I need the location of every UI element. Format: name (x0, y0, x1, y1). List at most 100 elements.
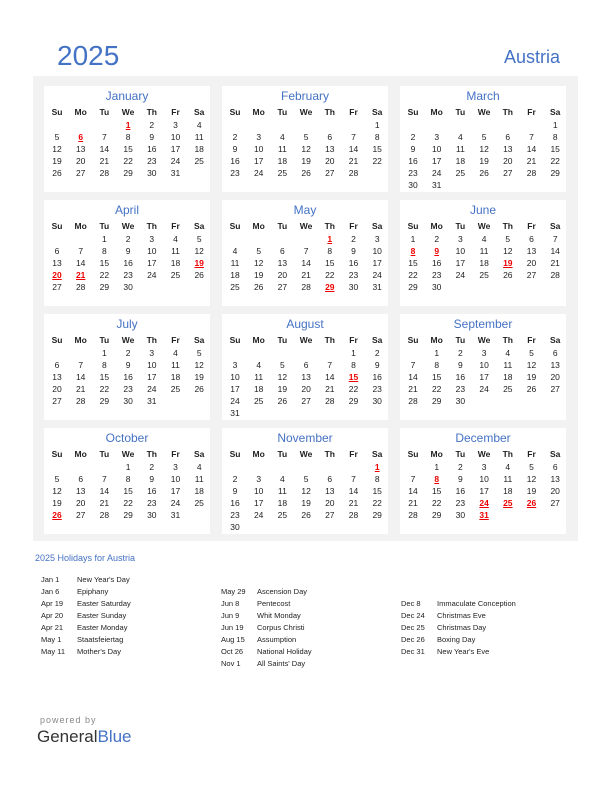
calendar-date: 8 (552, 132, 558, 142)
calendar-date: 15 (123, 144, 133, 154)
calendar-date: 20 (526, 258, 537, 268)
holiday-date: 1 (374, 462, 380, 472)
calendar-date: 5 (303, 132, 309, 142)
weekday-header: Th (324, 335, 335, 345)
calendar-date: 3 (173, 120, 178, 130)
calendar-date: 31 (170, 168, 181, 178)
calendar-date: 30 (348, 282, 359, 292)
weekday-header: Th (324, 449, 335, 459)
holiday-date: May 11 (41, 647, 66, 656)
year-title: 2025 (57, 40, 120, 71)
month-name: January (105, 89, 149, 103)
calendar-date: 16 (230, 156, 240, 166)
calendar-date: 12 (277, 372, 288, 382)
calendar-date: 21 (99, 156, 110, 166)
weekday-header: Tu (277, 221, 288, 231)
calendar-date: 17 (372, 258, 382, 268)
weekday-header: Sa (549, 449, 561, 459)
calendar-date: 4 (173, 348, 178, 358)
holidays-title: 2025 Holidays for Austria (35, 553, 136, 563)
calendar-date: 12 (526, 360, 537, 370)
calendar-date: 5 (529, 462, 534, 472)
weekday-header: Fr (171, 449, 180, 459)
calendar-date: 16 (230, 498, 240, 508)
calendar-date: 27 (526, 270, 537, 280)
weekday-header: Sa (371, 335, 383, 345)
calendar-date: 7 (351, 474, 356, 484)
holiday-name: Christmas Day (437, 623, 487, 632)
weekday-header: We (121, 107, 135, 117)
holiday-date: 8 (410, 246, 416, 256)
calendar-date: 16 (455, 486, 466, 496)
holiday-date: 20 (52, 270, 62, 280)
holiday-date: 21 (75, 270, 86, 280)
holiday-name: All Saints' Day (257, 659, 306, 668)
holiday-date: 9 (434, 246, 440, 256)
month-january: January Su Mo Tu We Th Fr Sa 1 2 3 4 5 6 7 8 9 10 11 12 13 14… (44, 86, 210, 192)
generalblue-logo[interactable]: GeneralBlue (37, 727, 132, 746)
calendar-date: 16 (123, 372, 133, 382)
calendar-date: 23 (455, 384, 466, 394)
holiday-date: 29 (325, 282, 335, 292)
holiday-name: National Holiday (257, 647, 312, 656)
calendar-date: 17 (253, 156, 264, 166)
weekday-header: Th (146, 449, 157, 459)
calendar-date: 25 (170, 384, 181, 394)
calendar-date: 2 (351, 234, 356, 244)
calendar-date: 25 (277, 510, 288, 520)
calendar-date: 15 (99, 258, 110, 268)
calendar-date: 13 (52, 258, 62, 268)
holiday-date: Dec 25 (401, 623, 425, 632)
holiday-date: Jan 6 (41, 587, 60, 596)
calendar-date: 2 (374, 348, 380, 358)
calendar-date: 31 (147, 396, 157, 406)
calendar-date: 13 (550, 360, 560, 370)
calendar-date: 22 (348, 384, 359, 394)
calendar-date: 18 (194, 144, 204, 154)
holiday-name: Staatsfeiertag (77, 635, 124, 644)
calendar-date: 14 (408, 486, 418, 496)
calendar-date: 21 (301, 270, 311, 280)
calendar-date: 29 (372, 510, 382, 520)
calendar-date: 6 (552, 348, 558, 358)
calendar-date: 19 (253, 270, 264, 280)
calendar-date: 18 (503, 372, 513, 382)
holiday-date: Apr 19 (41, 599, 64, 608)
calendar-date: 17 (147, 372, 157, 382)
calendar-date: 8 (327, 246, 333, 256)
calendar-date: 21 (408, 498, 418, 508)
weekday-header: Mo (430, 335, 443, 345)
month-name: April (114, 203, 139, 217)
calendar-date: 26 (277, 396, 288, 406)
calendar-date: 6 (529, 234, 534, 244)
calendar-date: 13 (503, 144, 513, 154)
calendar-date: 25 (503, 384, 513, 394)
calendar-date: 4 (232, 246, 238, 256)
calendar-date: 14 (99, 486, 110, 496)
calendar-date: 21 (408, 384, 418, 394)
weekday-header: We (477, 221, 491, 231)
calendar-date: 2 (125, 234, 131, 244)
calendar-date: 26 (526, 384, 537, 394)
calendar-date: 22 (431, 498, 442, 508)
calendar-date: 14 (75, 372, 86, 382)
calendar-date: 29 (123, 168, 133, 178)
calendar-date: 29 (408, 282, 418, 292)
calendar-date: 16 (147, 144, 157, 154)
calendar-date: 8 (125, 132, 131, 142)
weekday-header: Th (146, 221, 157, 231)
month-name: June (469, 203, 497, 217)
holiday-date: 19 (194, 258, 204, 268)
calendar-date: 1 (434, 348, 440, 358)
month-name: March (466, 89, 500, 103)
calendar-date: 1 (410, 234, 416, 244)
calendar-date: 29 (431, 396, 442, 406)
calendar-date: 26 (253, 282, 264, 292)
holiday-name: Epiphany (77, 587, 109, 596)
calendar-date: 15 (99, 372, 110, 382)
calendar-date: 2 (458, 348, 463, 358)
calendar-date: 28 (348, 510, 359, 520)
weekday-header: Fr (349, 221, 358, 231)
weekday-header: Su (407, 107, 419, 117)
calendar-date: 1 (351, 348, 356, 358)
